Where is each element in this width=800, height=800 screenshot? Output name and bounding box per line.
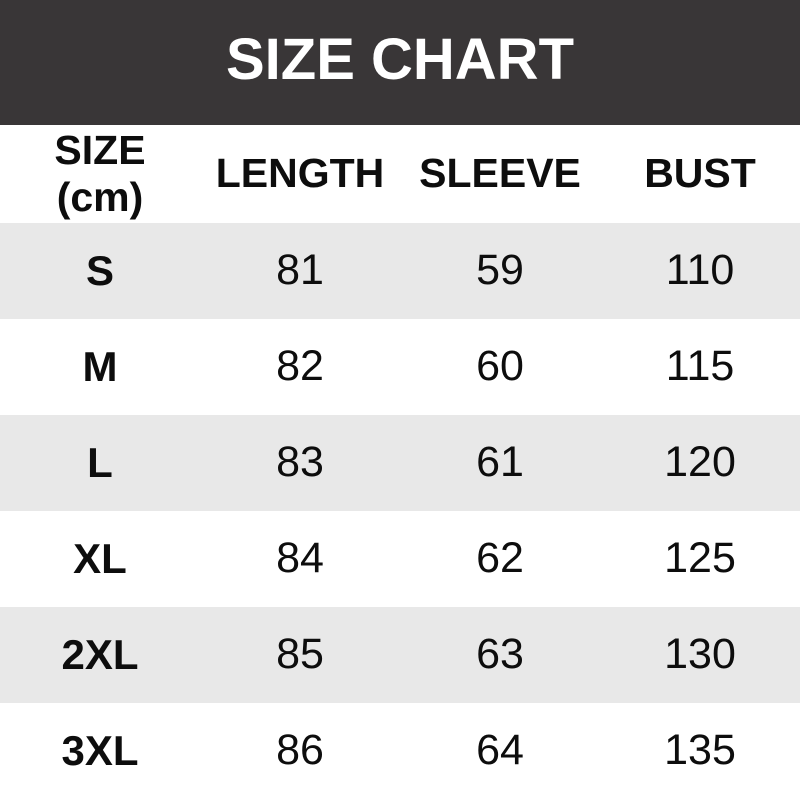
bust-value: 125 — [664, 534, 736, 583]
bust-value: 115 — [665, 342, 735, 391]
table-row-3xl: 3XL 86 64 135 — [0, 703, 800, 799]
length-value: 83 — [276, 438, 324, 487]
sleeve-value: 61 — [476, 438, 524, 487]
length-value: 81 — [276, 246, 324, 295]
sleeve-value: 62 — [476, 534, 524, 583]
table-header-row: SIZE (cm) LENGTH SLEEVE BUST — [0, 125, 800, 223]
bust-value: 120 — [664, 438, 736, 487]
sleeve-value: 59 — [476, 246, 524, 295]
length-value: 82 — [276, 342, 324, 391]
table-row-xl: XL 84 62 125 — [0, 511, 800, 607]
column-header-sleeve: SLEEVE — [419, 150, 581, 197]
length-value: 86 — [276, 726, 324, 775]
size-header-label: SIZE — [54, 126, 146, 173]
size-table: SIZE (cm) LENGTH SLEEVE BUST S 81 59 110… — [0, 125, 800, 799]
table-row-s: S 81 59 110 — [0, 223, 800, 319]
bust-value: 135 — [664, 726, 736, 775]
size-label: XL — [73, 534, 127, 582]
column-header-length: LENGTH — [215, 150, 385, 197]
size-chart-banner: SIZE CHART — [0, 0, 800, 125]
sleeve-value: 64 — [476, 726, 524, 775]
page-title: SIZE CHART — [226, 26, 574, 92]
size-label: 2XL — [61, 630, 139, 678]
length-value: 84 — [276, 534, 324, 583]
sleeve-value: 60 — [476, 342, 524, 391]
table-row-m: M 82 60 115 — [0, 319, 800, 415]
table-row-2xl: 2XL 85 63 130 — [0, 607, 800, 703]
size-label: L — [87, 438, 113, 486]
size-label: M — [82, 342, 118, 390]
column-header-bust: BUST — [644, 150, 756, 197]
bust-value: 130 — [664, 630, 736, 679]
size-unit-label: (cm) — [56, 174, 144, 220]
size-label: S — [85, 246, 114, 294]
column-header-size: SIZE (cm) — [0, 127, 200, 221]
bust-value: 110 — [665, 246, 735, 295]
length-value: 85 — [276, 630, 324, 679]
table-row-l: L 83 61 120 — [0, 415, 800, 511]
sleeve-value: 63 — [476, 630, 524, 679]
size-label: 3XL — [61, 726, 139, 774]
